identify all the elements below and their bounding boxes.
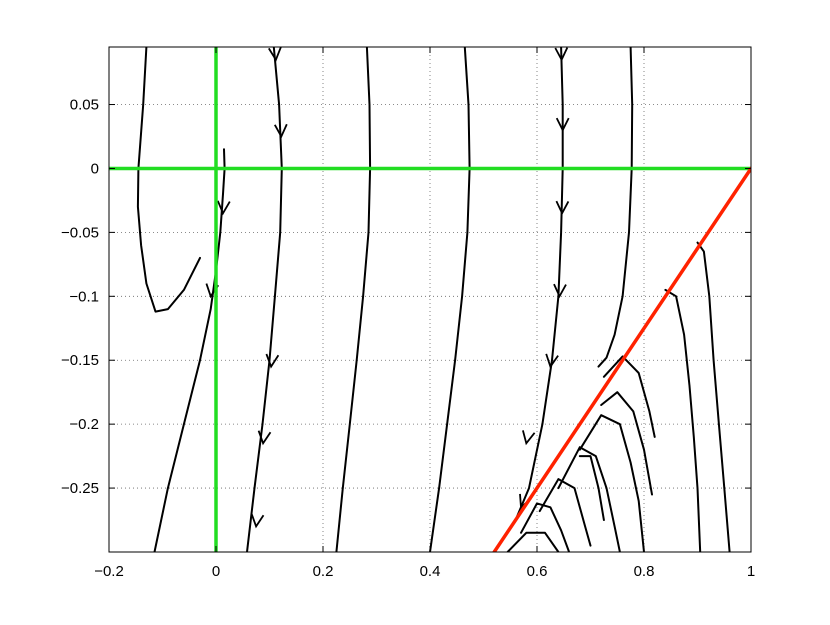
y-tick-label: 0 <box>91 160 99 177</box>
trajectory-line <box>506 531 560 552</box>
flow-arrow <box>274 123 288 139</box>
y-tick-label: −0.2 <box>69 416 99 433</box>
flow-arrow <box>216 200 231 216</box>
flow-arrow <box>268 47 282 62</box>
trajectory-line <box>520 502 571 552</box>
trajectory-line <box>136 47 201 313</box>
x-tick-label: 0.4 <box>420 563 441 580</box>
y-tick-label: −0.05 <box>61 224 99 241</box>
trajectory-line <box>696 241 731 552</box>
trajectory-line <box>578 414 645 552</box>
flow-arrow <box>553 283 567 299</box>
y-tick-label: −0.1 <box>69 288 99 305</box>
flow-arrow <box>257 430 272 446</box>
flow-arrow <box>555 200 570 216</box>
x-tick-label: −0.2 <box>94 563 124 580</box>
trajectory-line <box>557 446 621 552</box>
trajectory-line <box>538 478 592 547</box>
boundary-line <box>492 166 751 552</box>
y-tick-label: −0.15 <box>61 352 99 369</box>
trajectory-line <box>335 47 372 552</box>
trajectory-line <box>600 391 653 496</box>
flow-arrow <box>265 353 280 369</box>
trajectory-line <box>246 47 283 552</box>
trajectory-line <box>153 148 226 552</box>
flow-arrow <box>545 353 559 369</box>
series-layer <box>109 47 751 552</box>
flow-arrow <box>250 513 265 529</box>
flow-arrow <box>555 117 570 133</box>
y-tick-label: 0.05 <box>70 97 99 114</box>
trajectory-line <box>578 455 605 521</box>
trajectory-line <box>514 47 564 521</box>
tick-marks <box>108 47 752 552</box>
flow-arrow <box>554 47 569 62</box>
trajectory-line <box>429 47 471 552</box>
y-tick-labels: 0.05 0 −0.05 −0.1 −0.15 −0.2 −0.25 <box>61 97 99 498</box>
x-tick-label: 0.2 <box>313 563 334 580</box>
flow-arrow <box>522 430 536 446</box>
x-tick-label: 0.6 <box>527 563 548 580</box>
trajectory-line <box>597 47 634 368</box>
trajectory-line <box>602 355 656 438</box>
y-tick-label: −0.25 <box>61 480 99 497</box>
x-tick-label: 0 <box>212 563 220 580</box>
x-tick-label: 0.8 <box>634 563 655 580</box>
x-tick-labels: −0.2 0 0.2 0.4 0.6 0.8 1 <box>94 563 755 580</box>
x-tick-label: 1 <box>747 563 755 580</box>
trajectory-line <box>664 288 702 552</box>
